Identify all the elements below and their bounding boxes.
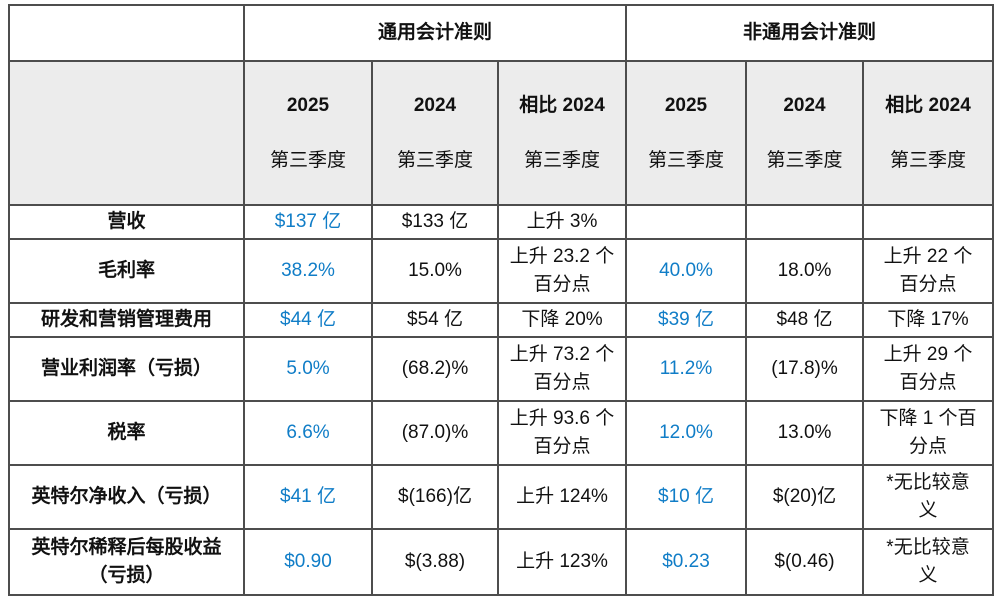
cell-ngaap-2024: 18.0% <box>745 237 864 304</box>
col-header-year: 2024 <box>783 94 826 116</box>
corner-empty-cell <box>8 4 245 62</box>
col-header-ngaap-vs-2024: 相比 2024 第三季度 <box>861 60 995 206</box>
cell-gaap-vs: 上升 93.6 个 百分点 <box>497 399 627 466</box>
row-label: 英特尔净收入（亏损） <box>8 463 245 530</box>
col-header-ngaap-q3-2024: 2024 第三季度 <box>745 60 864 206</box>
cell-gaap-2024: (68.2)% <box>371 335 499 402</box>
table-row-tax-rate: 税率 6.6% (87.0)% 上升 93.6 个 百分点 12.0% 13.0… <box>8 399 995 466</box>
col-header-year: 2025 <box>286 94 330 116</box>
cell-ngaap-vs: *无比较意 义 <box>861 527 995 596</box>
cell-gaap-2025: 6.6% <box>243 399 373 466</box>
col-header-quarter: 第三季度 <box>269 149 346 171</box>
col-header-year: 2025 <box>664 94 708 116</box>
table-row-revenue: 营收 $137 亿 $133 亿 上升 3% <box>8 203 995 240</box>
cell-gaap-vs: 下降 20% <box>497 301 627 338</box>
label-column-header-empty <box>8 60 245 206</box>
cell-ngaap-2024: $48 亿 <box>745 301 864 338</box>
cell-gaap-2024: $133 亿 <box>371 203 499 240</box>
cell-ngaap-2024 <box>745 203 864 240</box>
cell-ngaap-2025: 11.2% <box>625 335 747 402</box>
cell-gaap-vs: 上升 123% <box>497 527 627 596</box>
cell-ngaap-2025: 40.0% <box>625 237 747 304</box>
cell-gaap-2024: $54 亿 <box>371 301 499 338</box>
table-row-operating-margin: 营业利润率（亏损） 5.0% (68.2)% 上升 73.2 个 百分点 11.… <box>8 335 995 402</box>
cell-ngaap-vs: 下降 1 个百 分点 <box>861 399 995 466</box>
row-label: 英特尔稀释后每股收益 （亏损） <box>8 527 245 596</box>
table-row-diluted-eps: 英特尔稀释后每股收益 （亏损） $0.90 $(3.88) 上升 123% $0… <box>8 527 995 596</box>
cell-ngaap-2024: 13.0% <box>745 399 864 466</box>
cell-gaap-2025: 38.2% <box>243 237 373 304</box>
col-header-compare: 相比 2024 <box>885 94 971 116</box>
cell-ngaap-2024: (17.8)% <box>745 335 864 402</box>
cell-gaap-2024: $(3.88) <box>371 527 499 596</box>
cell-gaap-2024: 15.0% <box>371 237 499 304</box>
cell-gaap-2025: $0.90 <box>243 527 373 596</box>
cell-gaap-2024: (87.0)% <box>371 399 499 466</box>
table-row-gross-margin: 毛利率 38.2% 15.0% 上升 23.2 个 百分点 40.0% 18.0… <box>8 237 995 304</box>
col-header-quarter: 第三季度 <box>766 149 843 171</box>
cell-gaap-2025: $44 亿 <box>243 301 373 338</box>
column-header-row: 2025 第三季度 2024 第三季度 相比 2024 第三季度 2025 第三… <box>8 60 995 206</box>
cell-ngaap-vs: *无比较意 义 <box>861 463 995 530</box>
cell-gaap-vs: 上升 73.2 个 百分点 <box>497 335 627 402</box>
cell-gaap-2025: $137 亿 <box>243 203 373 240</box>
col-header-compare: 相比 2024 <box>519 94 605 116</box>
col-header-quarter: 第三季度 <box>647 149 724 171</box>
cell-ngaap-2025: $39 亿 <box>625 301 747 338</box>
financial-results-table: 通用会计准则 非通用会计准则 2025 第三季度 2024 第三季度 相比 20… <box>8 4 995 596</box>
cell-ngaap-vs <box>861 203 995 240</box>
group-header-row: 通用会计准则 非通用会计准则 <box>8 4 995 62</box>
cell-gaap-vs: 上升 3% <box>497 203 627 240</box>
cell-gaap-vs: 上升 23.2 个 百分点 <box>497 237 627 304</box>
col-header-gaap-q3-2024: 2024 第三季度 <box>371 60 499 206</box>
table-row-net-income: 英特尔净收入（亏损） $41 亿 $(166)亿 上升 124% $10 亿 $… <box>8 463 995 530</box>
cell-ngaap-2024: $(0.46) <box>745 527 864 596</box>
row-label: 研发和营销管理费用 <box>8 301 245 338</box>
col-header-gaap-q3-2025: 2025 第三季度 <box>243 60 373 206</box>
cell-ngaap-2025: $10 亿 <box>625 463 747 530</box>
col-header-year: 2024 <box>413 94 457 116</box>
row-label: 营收 <box>8 203 245 240</box>
col-header-ngaap-q3-2025: 2025 第三季度 <box>625 60 747 206</box>
cell-gaap-2024: $(166)亿 <box>371 463 499 530</box>
row-label: 毛利率 <box>8 237 245 304</box>
col-header-quarter: 第三季度 <box>396 149 473 171</box>
cell-ngaap-vs: 上升 29 个 百分点 <box>861 335 995 402</box>
cell-ngaap-2025: 12.0% <box>625 399 747 466</box>
cell-ngaap-2024: $(20)亿 <box>745 463 864 530</box>
group-header-gaap: 通用会计准则 <box>243 4 627 62</box>
cell-ngaap-vs: 下降 17% <box>861 301 995 338</box>
cell-ngaap-vs: 上升 22 个 百分点 <box>861 237 995 304</box>
cell-ngaap-2025 <box>625 203 747 240</box>
group-header-non-gaap: 非通用会计准则 <box>624 4 995 62</box>
col-header-quarter: 第三季度 <box>890 149 967 171</box>
col-header-quarter: 第三季度 <box>523 149 600 171</box>
cell-gaap-2025: 5.0% <box>243 335 373 402</box>
row-label: 税率 <box>8 399 245 466</box>
cell-gaap-2025: $41 亿 <box>243 463 373 530</box>
col-header-gaap-vs-2024: 相比 2024 第三季度 <box>497 60 627 206</box>
cell-ngaap-2025: $0.23 <box>625 527 747 596</box>
row-label: 营业利润率（亏损） <box>8 335 245 402</box>
cell-gaap-vs: 上升 124% <box>497 463 627 530</box>
table-row-rd-mga-expenses: 研发和营销管理费用 $44 亿 $54 亿 下降 20% $39 亿 $48 亿… <box>8 301 995 338</box>
